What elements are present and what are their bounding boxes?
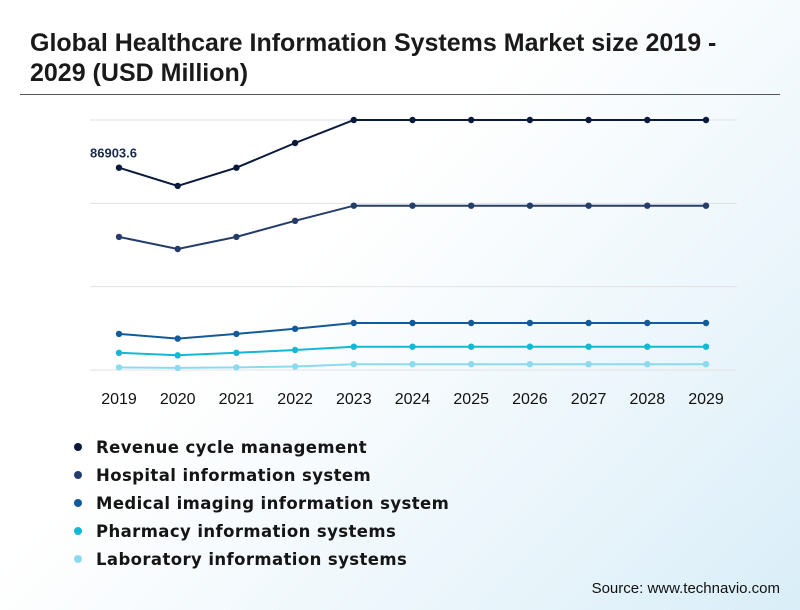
data-point-pharmacy-information-systems-2020 — [174, 352, 181, 359]
data-point-medical-imaging-information-system-2019 — [115, 330, 123, 338]
x-tick-label: 2025 — [453, 391, 489, 408]
data-point-revenue-cycle-management-2020 — [174, 182, 181, 190]
line-chart: 2019 2020 2021 2022 2023 2024 2025 2026 2027 2028… — [90, 116, 737, 408]
series-lines — [118, 119, 706, 369]
data-point-hospital-information-system-2023 — [350, 202, 357, 209]
data-point-medical-imaging-information-system-2020 — [174, 335, 181, 342]
x-tick-label: 2026 — [512, 391, 548, 408]
chart-title: Global Healthcare Information Systems Ma… — [30, 29, 717, 87]
data-point-revenue-cycle-management-2026 — [526, 116, 534, 124]
data-point-revenue-cycle-management-2023 — [350, 116, 357, 124]
data-point-laboratory-information-systems-2025 — [468, 361, 475, 368]
data-point-pharmacy-information-systems-2019 — [115, 349, 123, 356]
data-point-pharmacy-information-systems-2021 — [233, 349, 240, 356]
data-point-laboratory-information-systems-2023 — [350, 361, 357, 368]
data-point-pharmacy-information-systems-2028 — [644, 343, 651, 350]
data-point-pharmacy-information-systems-2029 — [702, 343, 710, 350]
data-point-revenue-cycle-management-2024 — [409, 116, 416, 124]
data-point-hospital-information-system-2026 — [526, 202, 534, 209]
data-point-pharmacy-information-systems-2026 — [526, 343, 534, 350]
legend-item-laboratory-information-systems: Laboratory information systems — [70, 545, 449, 573]
data-point-hospital-information-system-2019 — [115, 233, 123, 241]
data-point-revenue-cycle-management-2027 — [585, 116, 592, 124]
legend-item-revenue-cycle-management: Revenue cycle management — [70, 433, 449, 461]
legend-marker-icon — [74, 471, 82, 479]
series-points — [115, 116, 710, 372]
legend-marker-icon — [74, 527, 82, 535]
legend-item-pharmacy-information-systems: Pharmacy information systems — [70, 517, 449, 545]
legend-label: Laboratory information systems — [96, 549, 408, 569]
data-point-laboratory-information-systems-2022 — [291, 363, 299, 370]
x-tick-label: 2020 — [160, 391, 196, 408]
data-point-medical-imaging-information-system-2022 — [291, 325, 299, 332]
data-point-revenue-cycle-management-2028 — [644, 116, 651, 124]
data-point-medical-imaging-information-system-2026 — [526, 319, 534, 327]
data-point-hospital-information-system-2020 — [174, 245, 181, 253]
data-point-hospital-information-system-2024 — [409, 202, 416, 209]
data-point-pharmacy-information-systems-2022 — [291, 346, 299, 354]
title-divider — [20, 94, 780, 95]
data-point-laboratory-information-systems-2029 — [702, 361, 710, 368]
data-point-medical-imaging-information-system-2021 — [233, 330, 240, 338]
data-point-laboratory-information-systems-2027 — [585, 361, 592, 368]
x-axis-ticks: 2019 2020 2021 2022 2023 2024 2025 2026 2027 2028… — [101, 391, 724, 408]
data-point-medical-imaging-information-system-2025 — [468, 319, 475, 327]
x-tick-label: 2021 — [219, 391, 255, 408]
source-credit: Source: www.technavio.com — [591, 580, 780, 597]
legend-label: Pharmacy information systems — [96, 521, 397, 541]
data-labels: 86903.6 — [90, 146, 137, 161]
data-label-revenue-cycle-management: 86903.6 — [90, 146, 137, 161]
legend-item-medical-imaging-information-system: Medical imaging information system — [70, 489, 449, 517]
x-tick-label: 2029 — [688, 391, 724, 408]
data-point-pharmacy-information-systems-2027 — [585, 343, 592, 350]
series-line-hospital-information-system — [118, 204, 706, 251]
x-tick-label: 2024 — [395, 391, 431, 408]
data-point-revenue-cycle-management-2021 — [233, 164, 240, 171]
legend-item-hospital-information-system: Hospital information system — [70, 461, 449, 489]
data-point-hospital-information-system-2027 — [585, 202, 592, 209]
x-tick-label: 2028 — [630, 391, 666, 408]
grid-lines — [90, 119, 737, 371]
data-point-hospital-information-system-2029 — [702, 202, 710, 209]
legend: Revenue cycle management Hospital informa… — [70, 433, 449, 573]
data-point-medical-imaging-information-system-2027 — [585, 319, 592, 327]
data-point-hospital-information-system-2022 — [291, 217, 299, 224]
data-point-pharmacy-information-systems-2024 — [409, 343, 416, 350]
legend-label: Hospital information system — [96, 465, 372, 485]
x-tick-label: 2027 — [571, 391, 607, 408]
data-point-hospital-information-system-2028 — [644, 202, 651, 209]
data-point-revenue-cycle-management-2019 — [115, 164, 123, 171]
data-point-revenue-cycle-management-2022 — [291, 139, 299, 147]
data-point-pharmacy-information-systems-2023 — [350, 343, 357, 350]
data-point-hospital-information-system-2021 — [233, 233, 240, 241]
data-point-medical-imaging-information-system-2028 — [644, 319, 651, 327]
data-point-medical-imaging-information-system-2023 — [350, 319, 357, 327]
data-point-laboratory-information-systems-2020 — [174, 364, 181, 372]
data-point-laboratory-information-systems-2024 — [409, 361, 416, 368]
data-point-revenue-cycle-management-2029 — [702, 116, 710, 124]
data-point-laboratory-information-systems-2028 — [644, 361, 651, 368]
x-tick-label: 2019 — [101, 391, 137, 408]
legend-label: Revenue cycle management — [96, 437, 368, 457]
x-tick-label: 2022 — [277, 391, 313, 408]
legend-marker-icon — [74, 499, 82, 507]
data-point-laboratory-information-systems-2021 — [233, 364, 240, 371]
data-point-hospital-information-system-2025 — [468, 202, 475, 209]
series-line-revenue-cycle-management — [118, 119, 706, 187]
legend-marker-icon — [74, 555, 82, 563]
x-tick-label: 2023 — [336, 391, 372, 408]
legend-label: Medical imaging information system — [96, 493, 450, 513]
data-point-revenue-cycle-management-2025 — [468, 116, 475, 124]
data-point-pharmacy-information-systems-2025 — [468, 343, 475, 350]
legend-marker-icon — [74, 443, 82, 451]
data-point-laboratory-information-systems-2019 — [115, 364, 123, 371]
data-point-laboratory-information-systems-2026 — [526, 361, 534, 368]
data-point-medical-imaging-information-system-2029 — [702, 319, 710, 327]
data-point-medical-imaging-information-system-2024 — [409, 319, 416, 327]
